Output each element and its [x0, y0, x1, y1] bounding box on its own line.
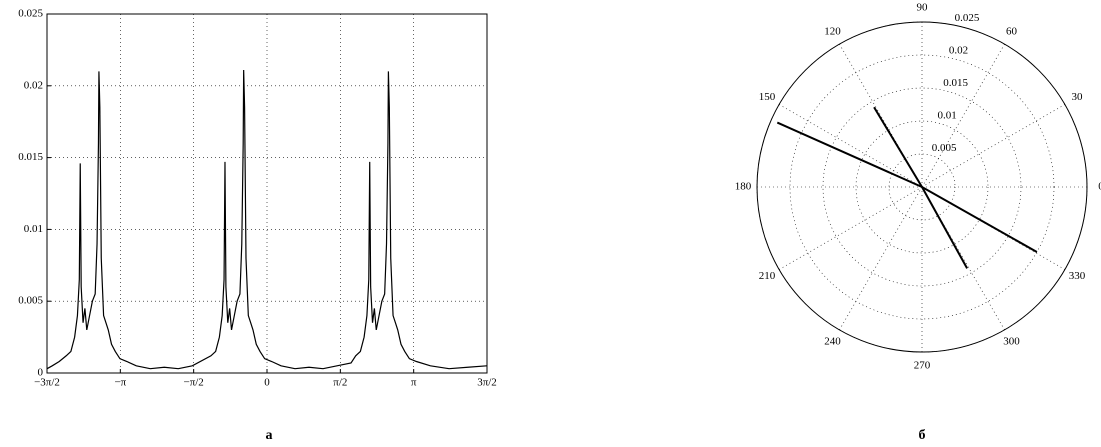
series-line: [873, 106, 968, 269]
theta-tick-label: 120: [824, 26, 841, 38]
caption: а: [266, 428, 273, 443]
grid-ring: [855, 120, 989, 254]
theta-tick-label: 30: [1072, 91, 1084, 103]
y-tick-label: 0.01: [24, 223, 43, 235]
y-tick-label: 0.015: [18, 151, 43, 163]
theta-tick-label: 90: [917, 2, 929, 14]
r-tick-label: 0.02: [949, 45, 968, 57]
x-tick-label: −π/2: [183, 377, 203, 389]
plot-frame: [46, 13, 488, 374]
series-line: [46, 69, 487, 370]
r-tick-label: 0.01: [937, 110, 956, 122]
theta-tick-label: 270: [914, 360, 931, 372]
x-tick-label: −3π/2: [34, 377, 60, 389]
y-tick-label: 0.005: [18, 295, 43, 307]
r-tick-label: 0.025: [955, 12, 980, 24]
y-tick-label: 0.02: [24, 79, 43, 91]
theta-tick-label: 330: [1069, 270, 1086, 282]
y-tick-label: 0.025: [18, 8, 43, 20]
theta-tick-label: 240: [824, 336, 841, 348]
x-tick-label: 3π/2: [477, 377, 497, 389]
caption: б: [919, 428, 926, 443]
theta-tick-label: 180: [735, 181, 752, 193]
x-tick-label: π/2: [333, 377, 347, 389]
theta-tick-label: 300: [1003, 336, 1020, 348]
theta-tick-label: 210: [759, 270, 776, 282]
y-tick-label: 0: [38, 367, 44, 379]
r-tick-label: 0.015: [943, 77, 968, 89]
grid-ring: [822, 87, 1022, 287]
x-tick-label: π: [411, 377, 417, 389]
x-tick-label: −π: [114, 377, 126, 389]
theta-tick-label: 60: [1006, 26, 1018, 38]
theta-tick-label: 150: [759, 91, 776, 103]
x-tick-label: 0: [264, 377, 270, 389]
theta-tick-label: 0: [1098, 181, 1101, 193]
